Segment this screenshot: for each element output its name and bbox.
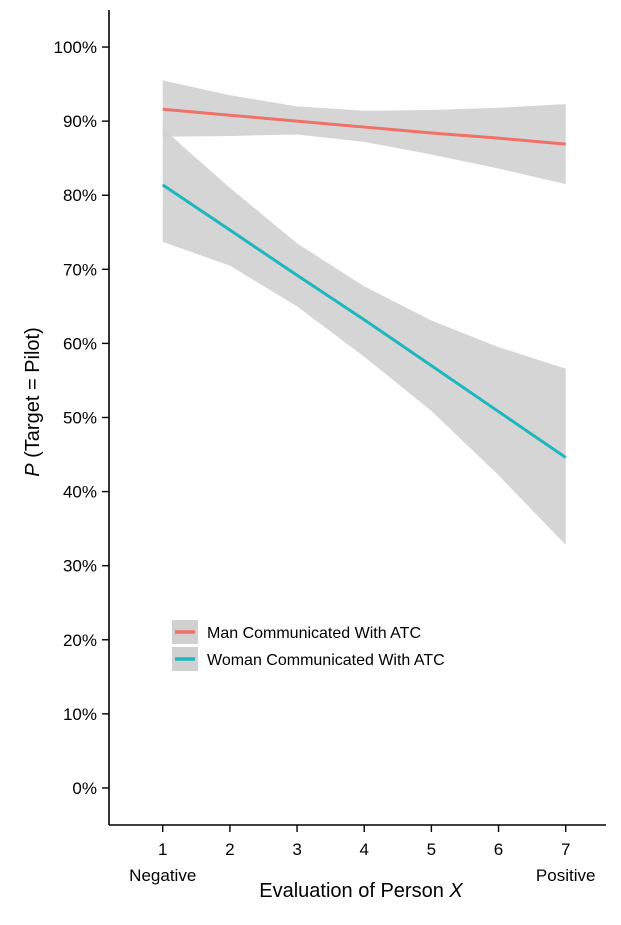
y-tick-label: 50% [63,409,97,428]
x-endpoint-labels: Negative Positive [129,866,595,885]
y-axis-title-italic: P [22,463,44,477]
x-axis-ticks: 1 2 3 4 5 6 7 [158,825,570,859]
legend: Man Communicated With ATC Woman Communica… [172,620,445,671]
y-tick-label: 0% [72,779,97,798]
legend-label: Man Communicated With ATC [207,625,421,642]
x-tick-label: 1 [158,840,167,859]
x-endpoint-label: Negative [129,866,196,885]
series-line-2 [161,183,567,459]
x-tick-label: 7 [561,840,570,859]
y-tick-label: 30% [63,557,97,576]
y-tick-label: 80% [63,186,97,205]
x-endpoint-label: Positive [536,866,596,885]
y-tick-label: 100% [54,38,97,57]
x-tick-label: 6 [494,840,503,859]
x-tick-label: 2 [225,840,234,859]
x-axis-title-text: Evaluation of Person [259,880,449,902]
x-tick-label: 4 [359,840,368,859]
y-tick-label: 90% [63,112,97,131]
y-tick-label: 70% [63,260,97,279]
y-axis-ticks: 0% 10% 20% 30% 40% 50% 60% 70% 80% 90% 100% [54,38,109,798]
y-tick-label: 40% [63,483,97,502]
x-tick-label: 5 [427,840,436,859]
ci-band-series-1 [162,80,566,185]
series-lines [161,107,567,459]
ci-band-series-2 [162,128,566,545]
y-tick-label: 20% [63,631,97,650]
series-line-1 [162,107,566,146]
y-tick-label: 60% [63,334,97,353]
ci-bands [162,80,566,545]
y-axis-title: P (Target = Pilot) [22,327,44,477]
x-axis-title: Evaluation of Person X [259,880,463,902]
legend-label: Woman Communicated With ATC [207,652,445,669]
x-tick-label: 3 [292,840,301,859]
y-tick-label: 10% [63,705,97,724]
x-axis-title-italic: X [448,880,463,902]
y-axis-title-text: (Target = Pilot) [22,327,44,463]
